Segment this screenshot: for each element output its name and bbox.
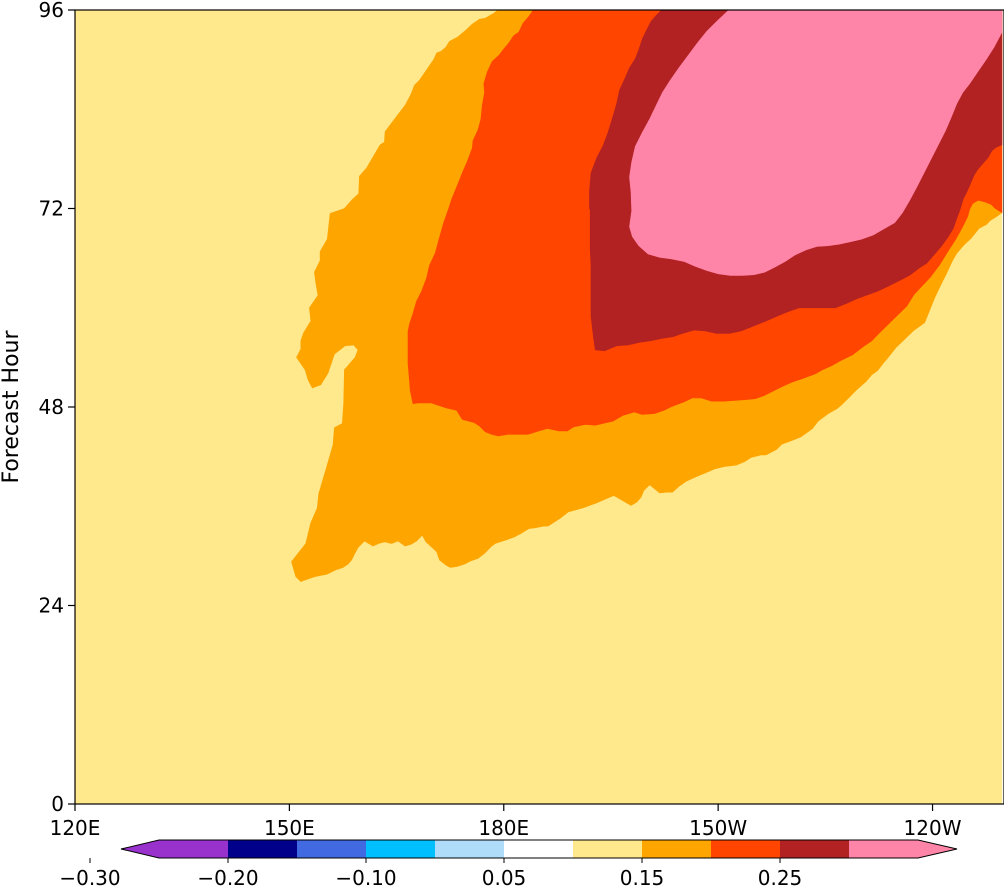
- y-tick-label: 72: [39, 197, 64, 221]
- colorbar-tick-label: 0.15: [620, 866, 665, 890]
- contour-region-0p25: [629, 10, 1003, 276]
- colorbar-over-arrow: [918, 840, 957, 858]
- x-tick-label: 180E: [478, 816, 529, 840]
- y-tick-label: 24: [39, 594, 64, 618]
- x-tick-label: 120E: [50, 816, 101, 840]
- colorbar-outline: [120, 839, 958, 859]
- y-tick-label: 96: [39, 0, 64, 22]
- colorbar-tick-label: 0.05: [482, 866, 527, 890]
- colorbar-bin: [228, 840, 298, 858]
- colorbar: −0.30 −0.20 −0.10 0.05 0.15 0.25: [59, 839, 958, 890]
- y-tick-label: 0: [51, 792, 64, 816]
- colorbar-bin: [573, 840, 643, 858]
- colorbar-tick-label: 0.25: [758, 866, 803, 890]
- colorbar-bin: [849, 840, 919, 858]
- y-axis-title: Forecast Hour: [0, 330, 24, 484]
- colorbar-bin: [366, 840, 436, 858]
- x-axis: 120E 150E 180E 150W 120W: [50, 804, 962, 840]
- colorbar-bin: [504, 840, 574, 858]
- colorbar-tick-label: −0.30: [59, 866, 120, 890]
- colorbar-bin: [642, 840, 712, 858]
- x-tick-label: 120W: [904, 816, 962, 840]
- colorbar-bin: [297, 840, 367, 858]
- colorbar-under-arrow: [121, 840, 159, 858]
- colorbar-tick-label: −0.10: [335, 866, 396, 890]
- colorbar-bin: [159, 840, 229, 858]
- colorbar-bin: [780, 840, 850, 858]
- x-tick-label: 150E: [264, 816, 315, 840]
- y-axis: 0 24 48 72 96: [39, 0, 75, 816]
- colorbar-tick-label: −0.20: [197, 866, 258, 890]
- colorbar-bin: [711, 840, 781, 858]
- y-tick-label: 48: [39, 395, 64, 419]
- colorbar-bin: [435, 840, 505, 858]
- x-tick-label: 150W: [689, 816, 747, 840]
- contour-fill-layer: [75, 10, 1003, 804]
